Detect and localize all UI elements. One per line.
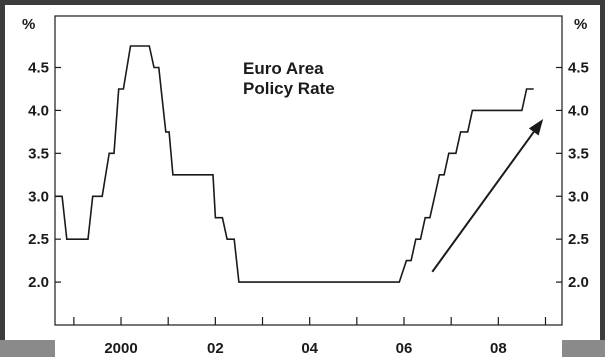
trend-arrow-shaft	[431, 131, 535, 273]
y-axis-right: 2.0 2.5 3.0 3.5 4.0 4.5	[556, 60, 589, 291]
trend-arrow	[431, 119, 544, 273]
plot-area	[54, 15, 563, 326]
x-tick-label: 06	[396, 340, 413, 357]
y-tick-label-left: 2.5	[28, 231, 49, 248]
y-tick-label-right: 4.0	[568, 102, 589, 119]
x-tick-label: 04	[301, 340, 318, 357]
y-tick-label-left: 4.5	[28, 60, 49, 77]
y-tick-label-right: 2.5	[568, 231, 589, 248]
x-axis: 2000 02 04 06 08	[73, 317, 547, 357]
chart-title-line-1: Euro Area	[243, 59, 324, 78]
x-tick-label: 02	[207, 340, 224, 357]
y-tick-label-left: 3.5	[28, 145, 49, 162]
x-tick-label: 08	[490, 340, 507, 357]
y-unit-left: %	[22, 16, 35, 33]
y-tick-label-right: 4.5	[568, 60, 589, 77]
y-tick-label-right: 3.0	[568, 188, 589, 205]
trend-arrow-head	[528, 119, 544, 136]
y-tick-label-left: 2.0	[28, 274, 49, 291]
y-tick-label-right: 2.0	[568, 274, 589, 291]
chart-title-line-2: Policy Rate	[243, 79, 335, 98]
x-tick-label: 2000	[104, 340, 137, 357]
y-tick-label-left: 3.0	[28, 188, 49, 205]
y-unit-right: %	[574, 16, 587, 33]
y-tick-label-left: 4.0	[28, 102, 49, 119]
y-axis-left: 2.0 2.5 3.0 3.5 4.0 4.5	[28, 60, 61, 291]
policy-rate-series-line	[55, 45, 534, 283]
y-tick-label-right: 3.5	[568, 145, 589, 162]
